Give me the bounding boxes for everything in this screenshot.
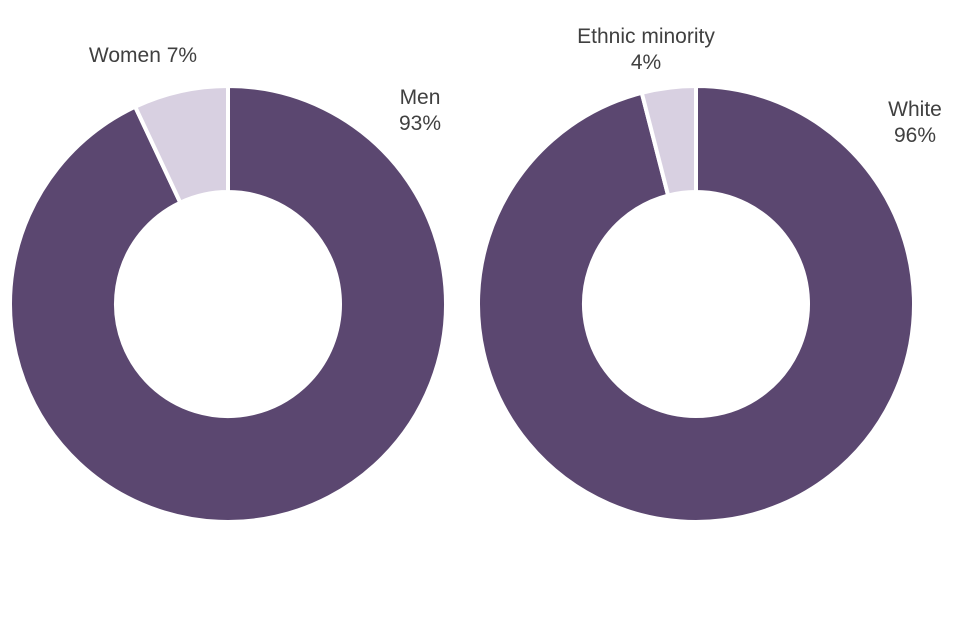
gender-slice-women xyxy=(132,83,230,206)
ethnicity-label-line: 4% xyxy=(631,51,661,74)
ethnicity-donut-chart: White 96% Ethnic minority 4% xyxy=(476,25,942,524)
gender-slice-men xyxy=(8,83,448,524)
ethnicity-slice-white xyxy=(476,83,916,524)
ethnicity-slice-ethnic-minority xyxy=(639,83,698,198)
ethnicity-label-line: 96% xyxy=(894,124,936,147)
gender-label-line: 93% xyxy=(399,112,441,135)
gender-label-men: Men 93% xyxy=(399,86,441,135)
gender-label-line: Men xyxy=(400,86,441,109)
ethnicity-label-ethnic-minority: Ethnic minority 4% xyxy=(577,25,715,74)
ethnicity-label-line: White xyxy=(888,98,942,121)
ethnicity-label-white: White 96% xyxy=(888,98,942,147)
gender-donut-chart: Men 93% Women 7% xyxy=(8,44,448,524)
ethnicity-label-line: Ethnic minority xyxy=(577,25,715,48)
gender-label-women: Women 7% xyxy=(89,44,197,67)
gender-label-line: Women 7% xyxy=(89,44,197,67)
